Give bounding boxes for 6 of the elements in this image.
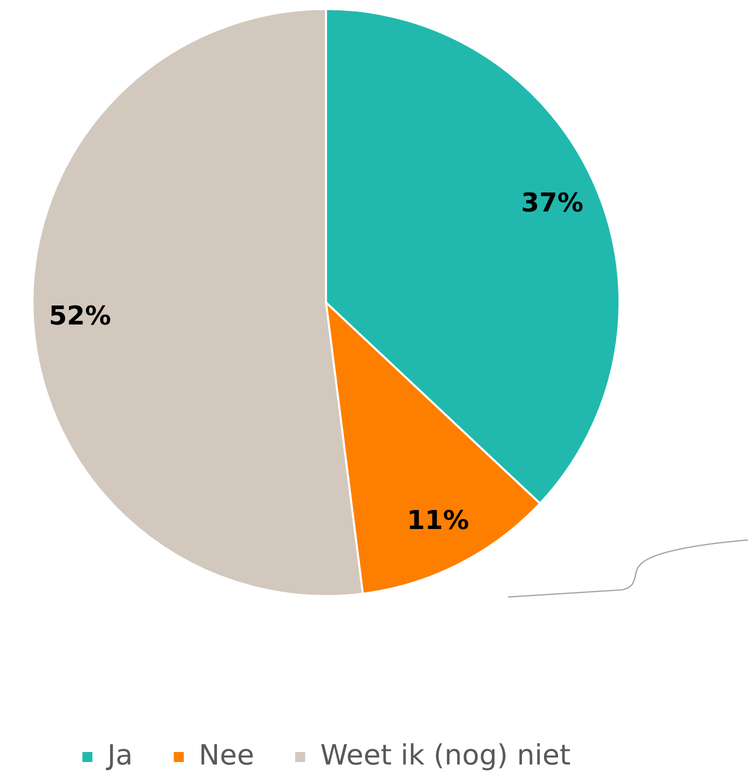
data-label: 11% xyxy=(406,506,470,536)
data-label: 52% xyxy=(48,302,112,332)
legend-label: Ja xyxy=(105,738,133,772)
data-label: 37% xyxy=(521,188,584,218)
legend-label: Nee xyxy=(198,738,254,772)
legend-label: Weet ik (nog) niet xyxy=(320,738,571,772)
